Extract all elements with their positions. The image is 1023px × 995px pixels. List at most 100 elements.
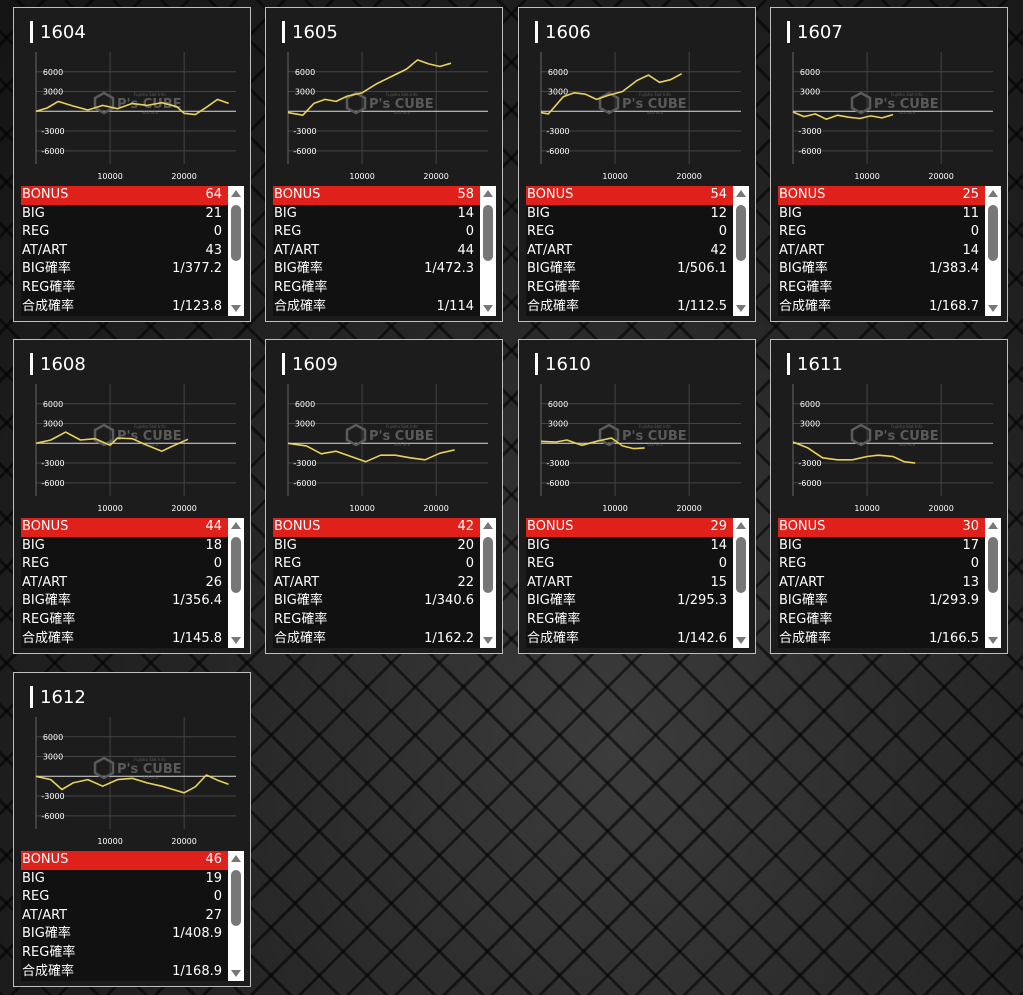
scroll-down-arrow-icon[interactable] <box>736 305 746 312</box>
payout-series-line <box>35 774 229 794</box>
stat-label: BIG <box>22 870 45 886</box>
watermark-sub-text: slot-info <box>647 110 664 115</box>
machine-title: 1607 <box>787 21 843 43</box>
stats-scrollbar[interactable] <box>480 186 496 316</box>
stats-scrollbar[interactable] <box>733 518 749 648</box>
payout-graph: P's CUBE Fujisho Slot Info slot-info 6000 30… <box>527 52 749 188</box>
title-accent-bar <box>282 353 285 375</box>
stat-row-atart: AT/ART 27 <box>21 907 228 926</box>
stat-label: AT/ART <box>779 242 825 258</box>
stats-scrollbar[interactable] <box>480 518 496 648</box>
scroll-up-arrow-icon[interactable] <box>736 190 746 197</box>
scroll-down-arrow-icon[interactable] <box>231 970 241 977</box>
scroll-thumb[interactable] <box>736 537 746 593</box>
stat-value: 1/340.6 <box>424 593 474 609</box>
stat-row-big: BIG 14 <box>273 205 480 224</box>
scroll-up-arrow-icon[interactable] <box>483 522 493 529</box>
stats-scrollbar[interactable] <box>228 851 244 981</box>
payout-graph: P's CUBE Fujisho Slot Info slot-info 6000 30… <box>22 52 244 188</box>
stat-value: 1/112.5 <box>677 298 727 314</box>
y-tick-label: 6000 <box>43 733 63 742</box>
stats-scrollbar[interactable] <box>985 518 1001 648</box>
stat-value: 30 <box>962 519 979 534</box>
scroll-thumb[interactable] <box>231 205 241 261</box>
scroll-up-arrow-icon[interactable] <box>231 855 241 862</box>
scroll-thumb[interactable] <box>736 205 746 261</box>
scroll-thumb[interactable] <box>231 870 241 926</box>
stat-label: BONUS <box>527 187 574 202</box>
stat-label: 合成確率 <box>779 630 832 646</box>
stat-value: 29 <box>710 519 727 534</box>
payout-graph: P's CUBE Fujisho Slot Info slot-info 6000 30… <box>779 384 1001 520</box>
stat-row-combined-rate: 合成確率 1/145.8 <box>21 630 228 649</box>
stat-row-big-rate: BIG確率 1/408.9 <box>21 925 228 944</box>
stat-value: 1/472.3 <box>424 261 474 277</box>
stat-row-big: BIG 12 <box>526 205 733 224</box>
machine-card[interactable]: 1610 P's CUBE Fujisho Slot Info slot-info 60… <box>518 339 756 654</box>
stats-scrollbar[interactable] <box>228 518 244 648</box>
stat-label: BIG確率 <box>22 593 71 609</box>
machine-card[interactable]: 1611 P's CUBE Fujisho Slot Info slot-info 60… <box>770 339 1008 654</box>
machine-card[interactable]: 1612 P's CUBE Fujisho Slot Info slot-info 60… <box>13 672 251 987</box>
scroll-down-arrow-icon[interactable] <box>231 637 241 644</box>
stat-value: 1/168.9 <box>172 963 222 979</box>
machine-card[interactable]: 1604 P's CUBE Fujisho Slot Info slot-info 60… <box>13 7 251 322</box>
stat-value: 0 <box>213 556 222 572</box>
y-tick-label: -6000 <box>41 479 64 488</box>
scroll-up-arrow-icon[interactable] <box>988 190 998 197</box>
stat-row-big: BIG 11 <box>778 205 985 224</box>
scroll-down-arrow-icon[interactable] <box>483 637 493 644</box>
x-tick-label: 20000 <box>171 837 196 846</box>
stat-row-combined-rate: 合成確率 1/123.8 <box>21 298 228 317</box>
scroll-thumb[interactable] <box>483 537 493 593</box>
scroll-up-arrow-icon[interactable] <box>988 522 998 529</box>
y-tick-label: -3000 <box>546 459 569 468</box>
stat-value: 0 <box>465 556 474 572</box>
stat-label: BIG確率 <box>274 593 323 609</box>
scroll-up-arrow-icon[interactable] <box>736 522 746 529</box>
machine-card[interactable]: 1608 P's CUBE Fujisho Slot Info slot-info 60… <box>13 339 251 654</box>
machine-card[interactable]: 1605 P's CUBE Fujisho Slot Info slot-info 60… <box>265 7 503 322</box>
scroll-down-arrow-icon[interactable] <box>231 305 241 312</box>
stat-label: BIG <box>22 205 45 221</box>
scroll-thumb[interactable] <box>988 537 998 593</box>
stat-value: 0 <box>970 556 979 572</box>
scroll-up-arrow-icon[interactable] <box>231 190 241 197</box>
scroll-thumb[interactable] <box>231 537 241 593</box>
stat-row-bonus: BONUS 25 <box>778 186 985 205</box>
machine-number: 1610 <box>545 353 591 375</box>
stat-value: 15 <box>710 574 727 590</box>
scroll-up-arrow-icon[interactable] <box>231 522 241 529</box>
machine-card[interactable]: 1606 P's CUBE Fujisho Slot Info slot-info 60… <box>518 7 756 322</box>
scroll-down-arrow-icon[interactable] <box>988 637 998 644</box>
stat-value: 1/123.8 <box>172 298 222 314</box>
scroll-down-arrow-icon[interactable] <box>736 637 746 644</box>
y-tick-label: 3000 <box>800 420 820 429</box>
stat-row-atart: AT/ART 26 <box>21 574 228 593</box>
stats-scrollbar[interactable] <box>985 186 1001 316</box>
y-tick-label: -3000 <box>798 127 821 136</box>
stats-scrollbar[interactable] <box>733 186 749 316</box>
stat-value: 58 <box>457 187 474 202</box>
machine-card[interactable]: 1607 P's CUBE Fujisho Slot Info slot-info 60… <box>770 7 1008 322</box>
scroll-thumb[interactable] <box>988 205 998 261</box>
machine-card[interactable]: 1609 P's CUBE Fujisho Slot Info slot-info 60… <box>265 339 503 654</box>
watermark-sub-text: slot-info <box>142 442 159 447</box>
stat-row-reg-rate: REG確率 <box>778 611 985 630</box>
scroll-up-arrow-icon[interactable] <box>483 190 493 197</box>
stats-scrollbar[interactable] <box>228 186 244 316</box>
scroll-down-arrow-icon[interactable] <box>988 305 998 312</box>
stat-label: 合成確率 <box>527 298 580 314</box>
scroll-thumb[interactable] <box>483 205 493 261</box>
stat-label: AT/ART <box>274 574 320 590</box>
stat-value: 64 <box>205 187 222 202</box>
stat-label: AT/ART <box>274 242 320 258</box>
payout-graph: P's CUBE Fujisho Slot Info slot-info 6000 30… <box>274 384 496 520</box>
scroll-down-arrow-icon[interactable] <box>483 305 493 312</box>
stat-row-bonus: BONUS 46 <box>21 851 228 870</box>
watermark-sub-text: slot-info <box>647 442 664 447</box>
stat-value: 25 <box>962 187 979 202</box>
